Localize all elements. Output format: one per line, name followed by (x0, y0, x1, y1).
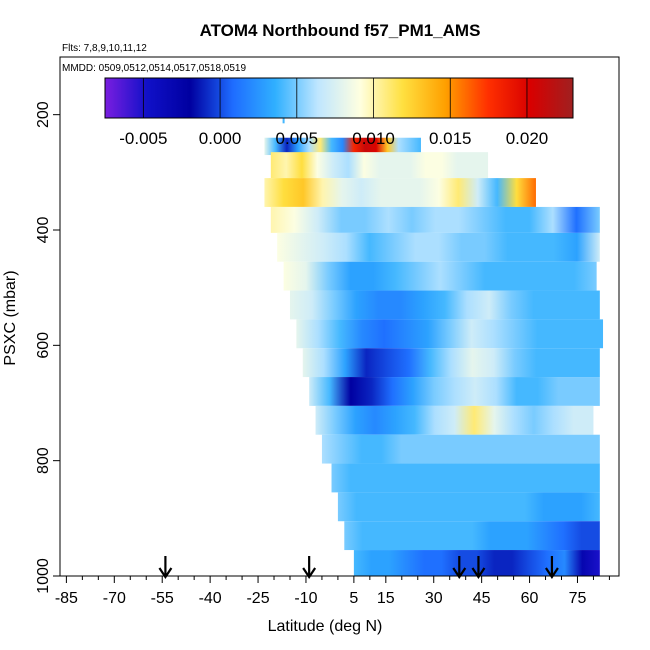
y-axis: 200 400 600 800 1000 (35, 101, 60, 594)
heatmap-row (277, 232, 600, 262)
x-tick-label: -70 (103, 590, 126, 607)
heatmap-row (309, 377, 600, 406)
heatmap-row (344, 521, 600, 551)
colorbar-tick-label: -0.005 (119, 129, 167, 148)
x-axis: -85 -70 -55 -40 -25 -10 5 15 30 45 60 75 (55, 576, 610, 607)
colorbar-gradient (104, 77, 574, 119)
heatmap-row (321, 434, 600, 464)
x-tick-label: 30 (425, 590, 443, 607)
latitude-arrow (158, 556, 173, 579)
colorbar-tick-label: 0.000 (199, 129, 242, 148)
x-tick-label: -25 (246, 590, 269, 607)
x-tick-label: 75 (569, 590, 587, 607)
x-axis-label: Latitude (deg N) (268, 618, 383, 635)
plot-area (264, 106, 604, 576)
heatmap-row (264, 178, 536, 207)
colorbar-tick-label: 0.015 (429, 129, 472, 148)
y-tick-label: 600 (35, 332, 52, 359)
y-tick-label: 800 (35, 447, 52, 474)
colorbar-tick-label: 0.020 (506, 129, 549, 148)
x-tick-label: 60 (521, 590, 539, 607)
latitude-arrow (302, 556, 317, 579)
chart-title: ATOM4 Northbound f57_PM1_AMS (200, 21, 481, 40)
heatmap-row (331, 463, 600, 493)
x-tick-label: 45 (473, 590, 491, 607)
latitude-arrow (545, 556, 559, 579)
latitude-arrow (452, 556, 467, 579)
heatmap-row (270, 206, 600, 233)
colorbar-tick-label: 0.010 (352, 129, 395, 148)
x-tick-label: -10 (294, 590, 317, 607)
y-tick-label: 200 (35, 101, 52, 128)
heatmap-row (270, 152, 489, 179)
dates-label: MMDD: 0509,0512,0514,0517,0518,0519 (62, 63, 246, 74)
colorbar-tick-label: 0.005 (276, 129, 319, 148)
y-tick-label: 400 (35, 217, 52, 244)
heatmap-row (289, 290, 600, 320)
y-tick-label: 1000 (35, 558, 52, 594)
heatmap-row (296, 319, 604, 349)
latitude-arrow (471, 556, 486, 579)
y-axis-label: PSXC (mbar) (2, 270, 19, 365)
x-tick-label: 5 (349, 590, 358, 607)
heatmap-row (283, 261, 597, 291)
heatmap-row (264, 137, 421, 156)
x-tick-label: 15 (377, 590, 395, 607)
heatmap-row (302, 348, 600, 378)
latitude-arrows (158, 556, 559, 579)
heatmap-row (337, 492, 600, 522)
heatmap-row (315, 405, 594, 435)
x-tick-label: -85 (55, 590, 78, 607)
heatmap-row (353, 550, 600, 576)
colorbar: -0.005 0.000 0.005 0.010 0.015 0.020 (104, 77, 574, 148)
flights-label: Flts: 7,8,9,10,11,12 (62, 43, 147, 54)
x-tick-label: -55 (151, 590, 174, 607)
plot-frame (59, 56, 620, 577)
x-tick-label: -40 (199, 590, 222, 607)
